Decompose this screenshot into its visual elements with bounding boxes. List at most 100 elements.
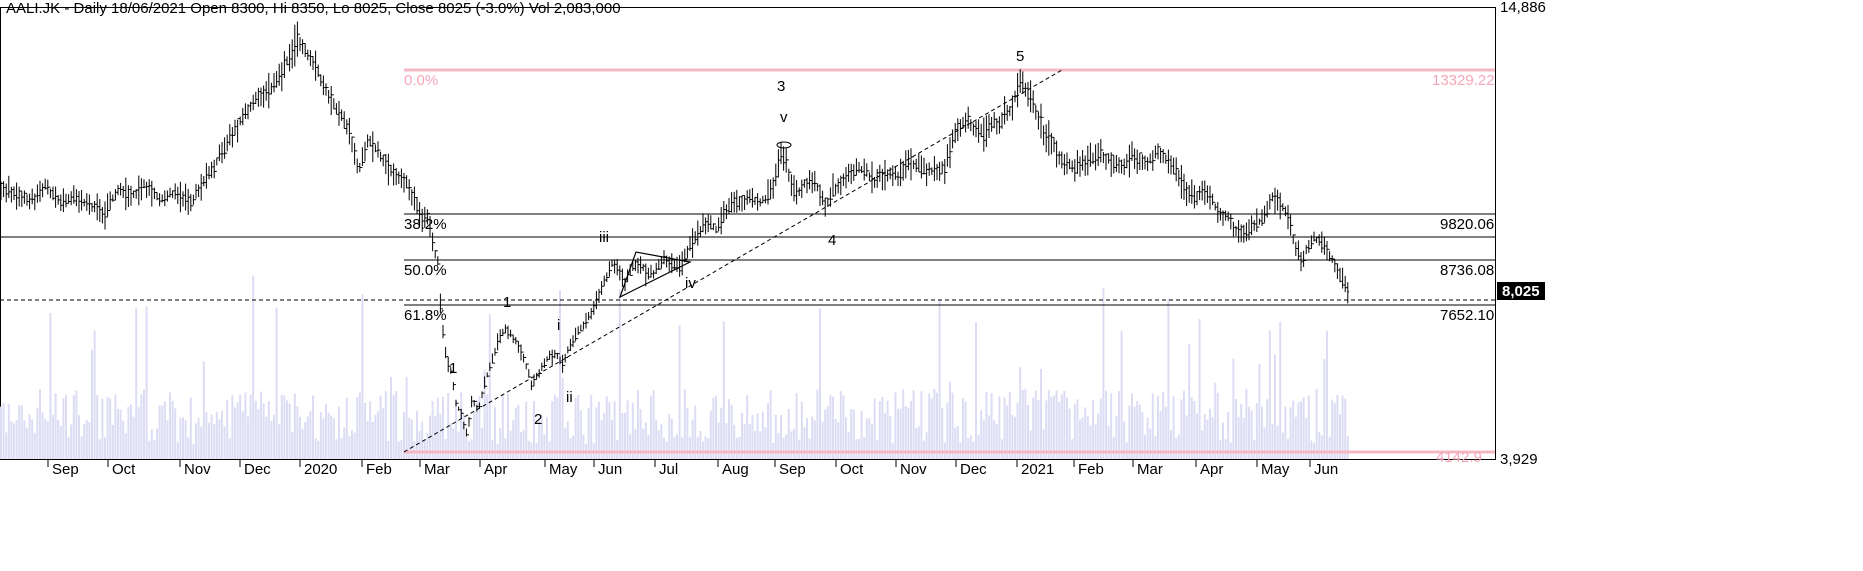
volume-bar: [1320, 435, 1323, 459]
volume-bar: [26, 428, 28, 459]
volume-bar: [374, 414, 377, 459]
ohlc-bar: [909, 148, 913, 181]
ohlc-bar: [982, 117, 986, 152]
ohlc-bar: [420, 208, 424, 232]
ohlc-bar: [303, 43, 307, 58]
volume-bar: [964, 401, 967, 459]
ohlc-bar: [652, 270, 655, 279]
volume-bar: [917, 426, 920, 459]
volume-bar: [795, 393, 798, 459]
ohlc-bar: [842, 173, 845, 186]
ohlc-bar: [415, 196, 419, 214]
x-tick-label: Oct: [840, 461, 864, 478]
volume-bar: [140, 394, 143, 459]
ohlc-bar: [868, 170, 871, 182]
volume-bar: [915, 428, 918, 459]
ohlc-bar: [738, 196, 741, 211]
volume-bar: [681, 437, 684, 459]
volume-bar: [62, 398, 65, 459]
volume-bar: [1242, 418, 1245, 459]
volume-bar: [231, 395, 234, 459]
ohlc-bar: [374, 143, 377, 153]
volume-bar: [1214, 382, 1217, 459]
ohlc-bar: [530, 376, 533, 391]
volume-bar: [236, 402, 239, 459]
volume-bar: [2, 403, 5, 459]
volume-bar: [546, 417, 548, 459]
ohlc-bar: [436, 250, 440, 266]
ohlc-bar: [439, 263, 442, 313]
fib-label-38: 38.2%: [404, 216, 447, 233]
ohlc-bar: [966, 106, 970, 129]
volume-bar: [254, 400, 257, 459]
volume-bar: [1159, 411, 1162, 459]
ohlc-bar: [1260, 209, 1264, 226]
volume-bar: [946, 402, 949, 459]
volume-bar: [1024, 389, 1027, 459]
ohlc-bar: [121, 186, 125, 198]
ohlc-bar: [628, 264, 632, 276]
ohlc-bar: [504, 324, 507, 334]
ohlc-bar: [1245, 222, 1248, 242]
x-tick-label: Jun: [598, 461, 622, 478]
volume-bar: [863, 437, 866, 459]
volume-bar: [1305, 418, 1308, 459]
ohlc-bar: [946, 144, 949, 173]
volume-bar: [1138, 404, 1141, 459]
ohlc-bar: [1315, 236, 1318, 243]
ohlc-bar: [862, 158, 866, 181]
ohlc-bar: [532, 374, 536, 387]
volume-bar: [735, 437, 738, 459]
ohlc-bar: [1068, 158, 1071, 170]
volume-bar: [884, 412, 886, 459]
volume-bar: [985, 391, 988, 459]
ohlc-bar: [550, 349, 554, 366]
volume-bar: [1328, 436, 1331, 459]
volume-bar: [819, 308, 821, 459]
ohlc-bar: [168, 187, 172, 198]
ohlc-bar: [1021, 71, 1025, 94]
ohlc-bar: [1203, 180, 1207, 205]
volume-bar: [423, 439, 426, 459]
x-axis: Sep Oct Nov Dec 2020 Feb Mar Apr May Jun Jul Aug Sep…: [47, 460, 1338, 478]
volume-bar: [369, 401, 372, 459]
ohlc-bar: [1330, 255, 1334, 263]
volume-bar: [273, 414, 275, 459]
trendline-upper: [403, 69, 1063, 453]
volume-bar: [676, 434, 678, 459]
volume-bar: [49, 313, 52, 459]
ohlc-bar: [1000, 112, 1004, 129]
volume-bar: [364, 403, 366, 459]
ohlc-bar: [623, 277, 627, 292]
ohlc-bar: [849, 163, 853, 184]
volume-bar: [733, 424, 736, 459]
volume-bar: [176, 442, 179, 459]
ohlc-bar: [309, 50, 312, 67]
volume-bar: [325, 404, 327, 459]
volume-bar: [650, 395, 652, 459]
ohlc-bar: [25, 192, 29, 206]
ohlc-bar: [210, 161, 213, 178]
volume-bar: [969, 435, 972, 459]
ohlc-bar: [667, 256, 671, 272]
volume-bar: [655, 420, 658, 459]
ohlc-bar: [108, 191, 112, 211]
volume-bar: [223, 426, 226, 459]
ohlc-bar: [186, 188, 190, 215]
ohlc-bar: [355, 150, 359, 174]
volume-bar: [226, 399, 229, 459]
ohlc-bar: [602, 275, 606, 287]
volume-bar: [174, 408, 177, 459]
ohlc-bar: [1302, 250, 1305, 268]
ohlc-bar: [444, 334, 447, 359]
ohlc-bar: [691, 228, 694, 258]
fib-value-38: 9820.06: [1440, 216, 1494, 233]
volume-bar: [761, 411, 764, 459]
volume-bar: [1341, 395, 1344, 459]
ohlc-bar: [1239, 224, 1243, 243]
ohlc-bar: [540, 362, 544, 374]
ohlc-bar: [818, 184, 822, 206]
volume-bar: [46, 421, 49, 459]
volume-bar: [184, 420, 187, 459]
ohlc-bar: [1172, 157, 1175, 175]
